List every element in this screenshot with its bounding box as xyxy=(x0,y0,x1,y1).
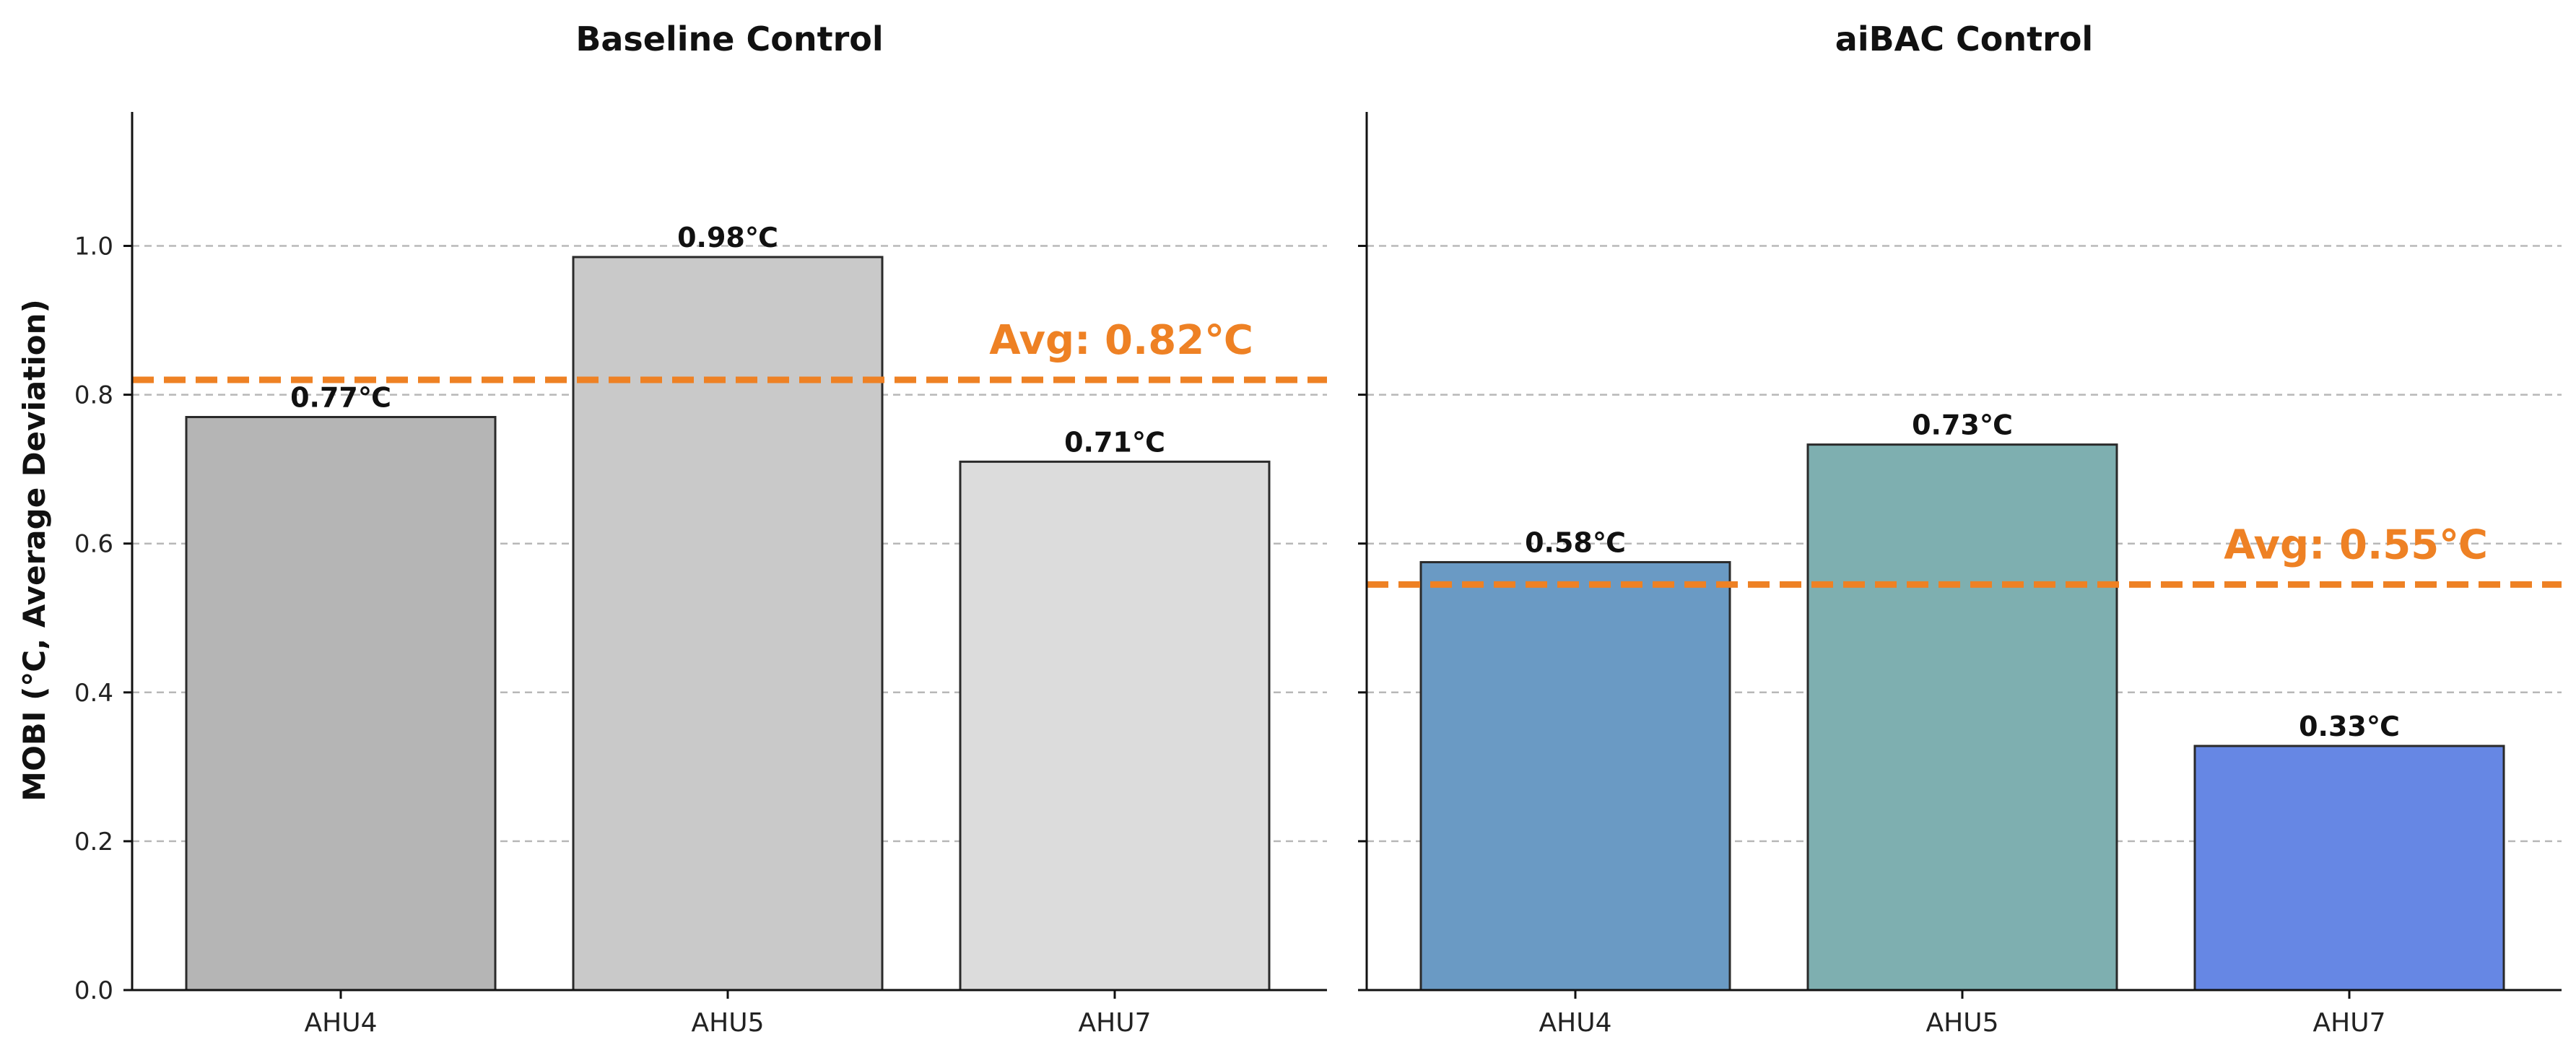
y-tick-label: 0.6 xyxy=(74,530,113,559)
y-tick-label: 0.4 xyxy=(74,679,113,708)
x-tick-label: AHU4 xyxy=(305,1008,378,1038)
bar-ahu5-panel2 xyxy=(1806,443,2118,992)
x-tick-label: AHU5 xyxy=(1926,1008,1999,1038)
bar-ahu7-panel2 xyxy=(2193,745,2505,992)
average-label: Avg: 0.82℃ xyxy=(989,317,1253,364)
y-axis-label: MOBI (℃, Average Deviation) xyxy=(17,299,52,801)
average-label: Avg: 0.55℃ xyxy=(2224,521,2488,568)
value-label: 0.73℃ xyxy=(1912,409,2013,441)
bar-ahu4-panel2 xyxy=(1419,560,1731,992)
y-tick-label: 1.0 xyxy=(74,232,113,261)
value-label: 0.77℃ xyxy=(290,382,391,414)
bar-ahu5-panel1 xyxy=(572,256,884,992)
value-label: 0.71℃ xyxy=(1064,426,1165,458)
value-label: 0.98℃ xyxy=(677,222,778,253)
y-tick-label: 0.0 xyxy=(74,976,113,1005)
y-tick-label: 0.2 xyxy=(74,828,113,856)
x-tick-label: AHU7 xyxy=(2313,1008,2386,1038)
bar-ahu7-panel1 xyxy=(959,460,1271,992)
value-label: 0.58℃ xyxy=(1525,526,1626,558)
x-tick-label: AHU7 xyxy=(1079,1008,1152,1038)
panel-title: aiBAC Control xyxy=(1835,19,2093,58)
y-tick-label: 0.8 xyxy=(74,381,113,410)
panel-title: Baseline Control xyxy=(575,19,883,58)
x-tick-label: AHU4 xyxy=(1539,1008,1612,1038)
bar-ahu4-panel1 xyxy=(185,416,497,992)
value-label: 0.33℃ xyxy=(2299,711,2400,742)
x-tick-label: AHU5 xyxy=(692,1008,765,1038)
